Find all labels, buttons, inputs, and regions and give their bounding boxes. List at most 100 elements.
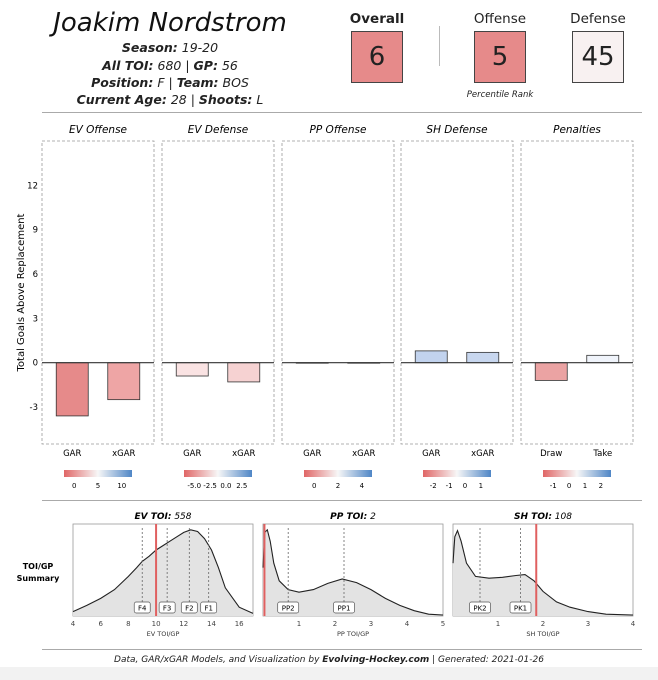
legend-tick-label: 5 xyxy=(96,482,100,490)
defense-label: Defense xyxy=(570,11,626,27)
density-curve xyxy=(72,529,254,614)
bar-take xyxy=(586,354,620,364)
y-tick-label: 3 xyxy=(33,314,38,324)
footer-brand[interactable]: Evolving-Hockey.com xyxy=(322,655,430,665)
panel-title: SH TOI: 108 xyxy=(514,512,572,522)
offense-rank-box: 5 xyxy=(474,31,526,83)
marker-box xyxy=(158,601,176,614)
rank-divider xyxy=(439,26,440,66)
x-tick-label: xGAR xyxy=(232,449,255,459)
legend-tick-label: 0 xyxy=(312,482,316,490)
color-legend-bar xyxy=(64,470,132,477)
x-tick-label: GAR xyxy=(63,449,81,459)
team-value: BOS xyxy=(222,75,249,90)
toi-label: All TOI: xyxy=(102,58,154,73)
row-label: TOI/GP xyxy=(23,562,54,571)
y-tick-label: 6 xyxy=(33,270,38,280)
legend-tick-label: 1 xyxy=(479,482,483,490)
bar-draw xyxy=(534,362,568,381)
toi-line: All TOI: 680 | GP: 56 xyxy=(102,58,238,73)
y-axis-label: Total Goals Above Replacement xyxy=(16,213,27,372)
legend-tick-label: 0.0 xyxy=(220,482,231,490)
position-label: Position: xyxy=(91,75,154,90)
x-tick-label: xGAR xyxy=(352,449,375,459)
x-tick-label: 1 xyxy=(496,620,500,628)
color-legend-bar xyxy=(543,470,611,477)
density-area xyxy=(73,529,253,616)
overall-label: Overall xyxy=(349,11,405,27)
x-tick-label: 3 xyxy=(369,620,373,628)
marker-box xyxy=(180,601,198,614)
marker-label: F4 xyxy=(138,605,147,613)
x-tick-label: 1 xyxy=(297,620,301,628)
panel-frame xyxy=(520,140,634,445)
season-line: Season: 19-20 xyxy=(20,40,320,55)
bar-gar xyxy=(414,350,448,364)
panel-title-value: 108 xyxy=(552,512,572,522)
marker-box xyxy=(200,601,218,614)
legend-tick-label: -5.0 xyxy=(187,482,201,490)
season-label: Season: xyxy=(121,40,178,55)
x-tick-label: 6 xyxy=(98,620,103,628)
middle-divider xyxy=(42,500,642,501)
y-tick-label: 9 xyxy=(33,226,38,236)
bar-xgar xyxy=(466,351,500,364)
row-label: Summary xyxy=(17,574,60,583)
density-curve xyxy=(262,528,444,616)
panel-title-value: 558 xyxy=(171,512,191,522)
legend-tick-label: -2 xyxy=(430,482,437,490)
x-axis-label: PP TOI/GP xyxy=(337,630,369,638)
bar-xgar xyxy=(227,362,261,383)
bar-gar xyxy=(55,362,89,417)
player-name: Joakim Nordstrom xyxy=(53,8,287,38)
panel-frame xyxy=(281,140,395,445)
legend-tick-label: 0 xyxy=(463,482,467,490)
marker-label: F3 xyxy=(163,605,171,613)
bottom-band xyxy=(0,667,658,680)
panel-title: PP Offense xyxy=(310,124,367,136)
marker-box xyxy=(133,601,151,614)
legend-tick-label: -1 xyxy=(550,482,557,490)
gar-bar-chart: Total Goals Above Replacement-3036912EV … xyxy=(16,124,634,490)
panel-frame xyxy=(400,140,514,445)
panel-title-value: 2 xyxy=(367,512,376,522)
x-tick-label: Take xyxy=(592,449,612,459)
x-tick-label: 4 xyxy=(405,620,410,628)
density-area xyxy=(263,529,443,616)
legend-tick-label: 0 xyxy=(72,482,76,490)
panel-frame xyxy=(161,140,275,445)
x-tick-label: 5 xyxy=(441,620,445,628)
footer-divider xyxy=(42,649,642,650)
toi-value: 680 xyxy=(157,58,182,73)
x-tick-label: Draw xyxy=(540,449,562,459)
bar-xgar xyxy=(107,362,141,401)
x-tick-label: xGAR xyxy=(112,449,135,459)
percentile-rank-caption: Percentile Rank xyxy=(466,90,534,100)
y-tick-label: 12 xyxy=(27,181,38,191)
marker-label: F1 xyxy=(204,605,212,613)
position-value: F xyxy=(157,75,165,90)
legend-tick-label: -2.5 xyxy=(203,482,217,490)
legend-tick-label: -1 xyxy=(446,482,453,490)
footer-prefix: Data, GAR/xGAR Models, and Visualization… xyxy=(114,655,323,665)
y-tick-label: -3 xyxy=(30,403,38,413)
marker-label: PP1 xyxy=(338,605,351,613)
panel-title-label: EV TOI: xyxy=(134,512,171,522)
marker-box xyxy=(277,601,300,614)
density-curve xyxy=(452,529,634,616)
y-tick-label: 0 xyxy=(33,359,38,369)
marker-label: PK2 xyxy=(473,605,486,613)
legend-tick-label: 0 xyxy=(567,482,571,490)
legend-tick-label: 4 xyxy=(360,482,365,490)
x-tick-label: 8 xyxy=(126,620,130,628)
legend-tick-label: 2 xyxy=(599,482,603,490)
x-axis-label: SH TOI/GP xyxy=(526,630,559,638)
panel-title: SH Defense xyxy=(426,124,487,136)
marker-label: F2 xyxy=(185,605,193,613)
team-label: Team: xyxy=(176,75,219,90)
position-line: Position: F | Team: BOS xyxy=(91,75,249,90)
defense-rank-box: 45 xyxy=(572,31,624,83)
x-tick-label: 4 xyxy=(71,620,76,628)
panel-title: EV Defense xyxy=(188,124,248,136)
legend-tick-label: 10 xyxy=(117,482,126,490)
